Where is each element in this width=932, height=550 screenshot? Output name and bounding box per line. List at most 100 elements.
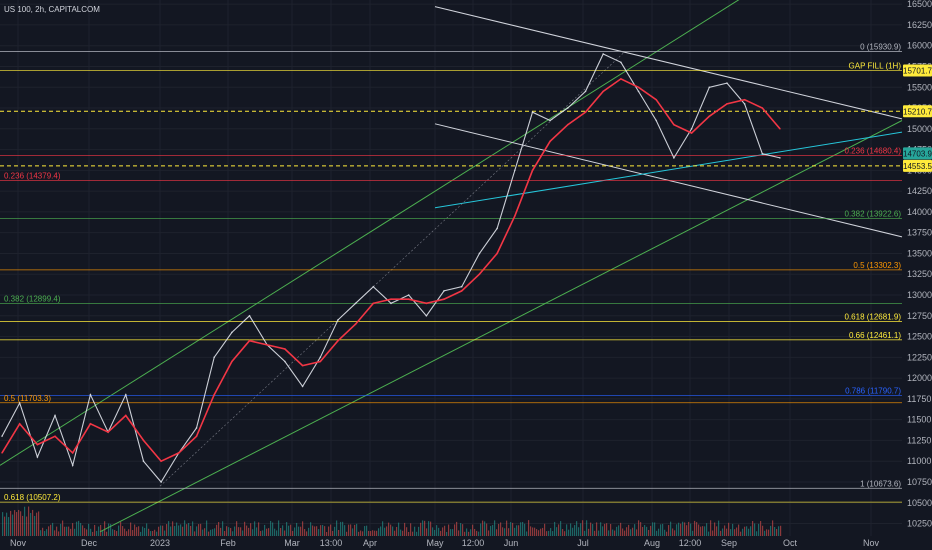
volume-bar (450, 529, 452, 536)
volume-bar (716, 526, 718, 536)
series-point (637, 86, 640, 89)
volume-bar (262, 530, 264, 536)
trend-lines (0, 0, 903, 533)
volume-bar (66, 526, 68, 536)
y-tick-label: 15500.00 (907, 82, 932, 92)
volume-bar (466, 528, 468, 536)
y-tick-label: 14250.00 (907, 186, 932, 196)
x-tick-label: 13:00 (320, 538, 343, 548)
trend-line (0, 0, 740, 466)
volume-bar (170, 526, 172, 536)
volume-bar (240, 527, 242, 536)
volume-bar (350, 524, 352, 536)
volume-bar (428, 521, 430, 536)
volume-bar (270, 520, 272, 536)
volume-bar (234, 526, 236, 536)
volume-bar (526, 531, 528, 536)
series-point (195, 435, 198, 438)
series-point (319, 356, 322, 359)
volume-bar (208, 531, 210, 536)
volume-bar (540, 528, 542, 536)
series-point (213, 393, 216, 396)
fib-level-label: 0.236 (14680.4) (845, 146, 902, 155)
series-point (71, 464, 74, 467)
series-point (266, 343, 269, 346)
volume-bar (700, 526, 702, 536)
volume-bar (732, 523, 734, 536)
volume-bar (92, 531, 94, 536)
series-point (372, 302, 375, 305)
volume-bar (516, 525, 518, 536)
volume-bar (70, 528, 72, 536)
volume-bar (440, 530, 442, 536)
volume-bar (156, 531, 158, 536)
volume-bar (2, 512, 4, 536)
volume-bar (124, 528, 126, 536)
volume-bar (742, 528, 744, 536)
fib-level-label: 0.382 (12899.4) (4, 294, 61, 303)
volume-bar (602, 526, 604, 536)
volume-bar (654, 522, 656, 536)
volume-bar (738, 524, 740, 536)
series-point (726, 82, 728, 85)
volume-bar (294, 527, 296, 536)
volume-bar (772, 520, 774, 536)
volume-bar (702, 526, 704, 536)
series-point (284, 360, 286, 363)
volume-bar (472, 524, 474, 536)
volume-bar (482, 520, 484, 536)
volume-bar (556, 527, 558, 536)
x-tick-label: May (426, 538, 444, 548)
volume-bar (34, 515, 36, 536)
volume-bar (698, 524, 700, 536)
volume-bar (604, 523, 606, 536)
volume-bar (250, 523, 252, 536)
volume-bar (510, 522, 512, 536)
volume-bar (254, 521, 256, 536)
volume-bar (154, 529, 156, 536)
volume-bar (354, 524, 356, 536)
series-point (602, 90, 605, 93)
series-point (779, 127, 781, 130)
volume-bar (538, 530, 540, 536)
series-point (390, 298, 392, 301)
volume-bar (674, 530, 676, 536)
volume-bar (646, 526, 648, 536)
volume-bar (256, 527, 258, 536)
volume-bar (60, 523, 62, 536)
volume-bar (756, 531, 758, 536)
volume-bar (274, 528, 276, 536)
volume-bar (118, 525, 120, 536)
volume-bar (498, 523, 500, 536)
series-point (18, 402, 21, 404)
volume-bar (142, 526, 144, 536)
volume-bar (376, 530, 378, 536)
volume-bar (754, 523, 756, 536)
x-tick-label: Nov (10, 538, 27, 548)
volume-bar (226, 526, 228, 536)
volume-bar (244, 521, 246, 536)
volume-bar (706, 523, 708, 536)
series-point (177, 451, 180, 454)
volume-bar (672, 528, 674, 536)
volume-bar (414, 526, 416, 536)
volume-bar (134, 524, 136, 536)
volume-bar (736, 527, 738, 536)
volume-bar (258, 522, 260, 536)
volume-bar (386, 526, 388, 536)
volume-bar (110, 524, 112, 536)
series-point (142, 439, 145, 442)
volume-bar (6, 512, 8, 536)
volume-bar (236, 521, 238, 536)
volume-bar (150, 531, 152, 536)
volume-bar (246, 525, 248, 536)
volume-bar (24, 506, 26, 536)
volume-bar (548, 530, 550, 536)
series-point (443, 298, 445, 301)
volume-bar (342, 521, 344, 536)
y-tick-label: 16000.00 (907, 41, 932, 51)
series-point (619, 78, 622, 80)
volume-bar (774, 526, 776, 536)
volume-bar (214, 528, 216, 536)
